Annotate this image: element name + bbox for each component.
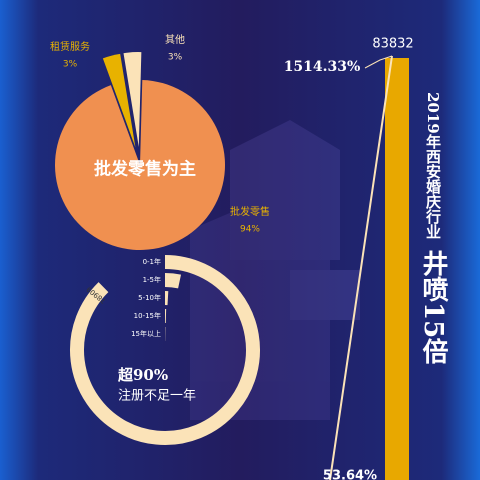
pie-slice <box>102 53 136 148</box>
ring-label: 1-5年 <box>143 275 161 284</box>
slice-value: 3% <box>168 53 183 63</box>
radial-title: 超90% <box>117 366 168 384</box>
ring-label: 15年以上 <box>131 329 161 338</box>
growth-label: 53.64% <box>323 469 377 480</box>
slice-value: 94% <box>240 225 260 235</box>
growth-label: 1514.33% <box>284 59 361 75</box>
pie-title: 批发零售为主 <box>94 159 196 180</box>
slice-label: 批发零售 <box>230 205 270 218</box>
radial-bar <box>164 273 182 289</box>
bar-title: 2019年西安婚庆行业 <box>424 92 442 239</box>
bar-subtitle: 井喷15倍 <box>418 250 448 364</box>
radial-bar <box>70 255 260 445</box>
radial-subtitle: 注册不足一年 <box>118 389 196 404</box>
ring-label: 5-10年 <box>138 293 161 302</box>
ring-label: 0-1年 <box>143 257 161 266</box>
trend-line <box>329 55 393 480</box>
slice-label: 租赁服务 <box>50 40 90 53</box>
city-illustration <box>190 120 360 420</box>
pie-slice <box>123 52 142 148</box>
leader-line <box>364 55 393 69</box>
bar <box>385 58 409 480</box>
bar-value: 83832 <box>372 37 413 52</box>
slice-value: 3% <box>63 60 78 70</box>
slice-label: 其他 <box>165 33 185 46</box>
ring-label: 10-15年 <box>134 311 161 320</box>
pie-slice <box>54 80 226 251</box>
